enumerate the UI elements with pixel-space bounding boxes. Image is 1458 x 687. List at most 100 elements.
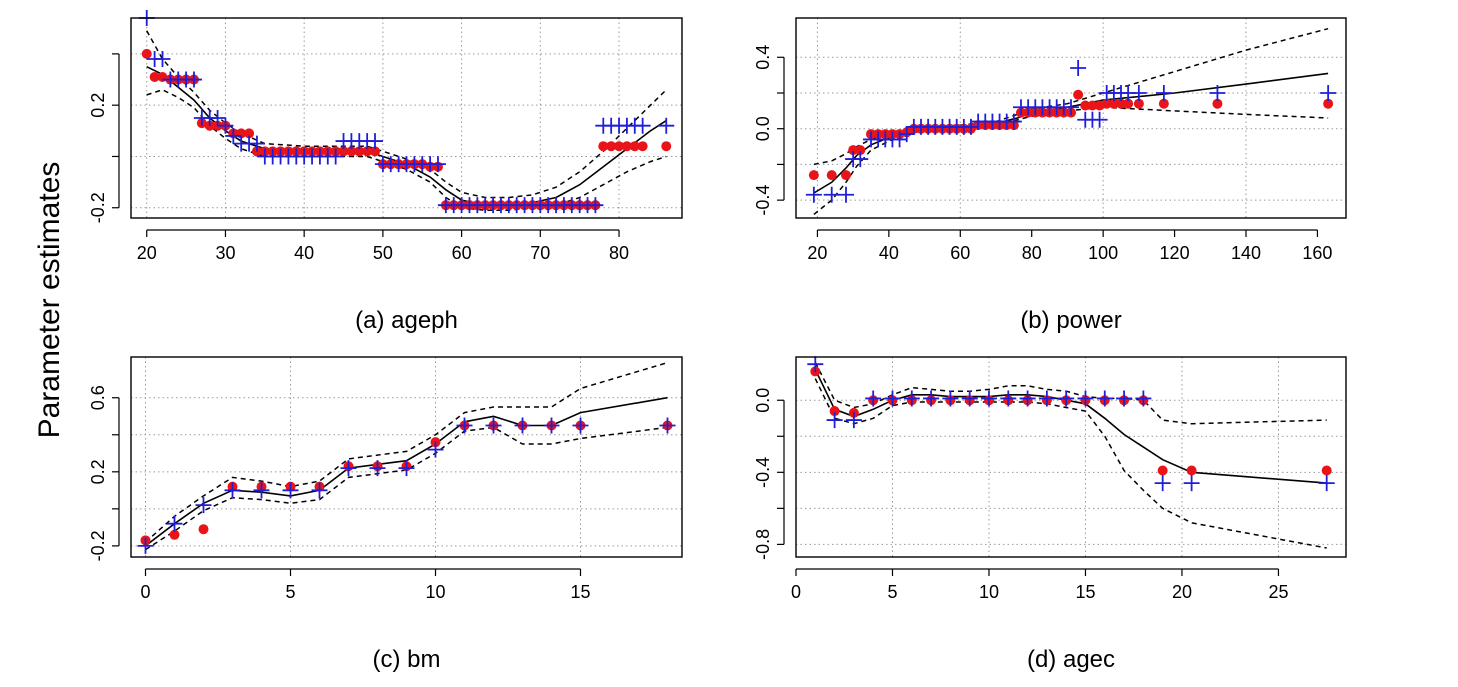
y-tick-label: -0.4 — [753, 457, 773, 488]
x-tick-label: 20 — [1172, 582, 1192, 602]
x-tick-label: 80 — [1022, 243, 1042, 263]
observed-point — [661, 141, 672, 152]
x-tick-label: 25 — [1268, 582, 1288, 602]
x-tick-label: 100 — [1088, 243, 1118, 263]
observed-point — [1116, 98, 1126, 109]
observed-point — [1212, 98, 1223, 109]
estimated-point — [367, 133, 384, 150]
observed-point — [1133, 98, 1144, 109]
observed-point — [198, 524, 209, 535]
estimated-point — [1000, 390, 1017, 407]
estimated-point — [225, 127, 242, 144]
x-tick-label: 10 — [979, 582, 999, 602]
x-tick-label: 70 — [530, 243, 550, 263]
x-tick-label: 60 — [452, 243, 472, 263]
estimated-point — [369, 460, 386, 477]
estimated-point — [852, 151, 869, 168]
estimated-point — [845, 412, 862, 429]
observed-point — [826, 170, 837, 181]
estimated-point — [398, 460, 415, 477]
observed-point — [362, 146, 373, 157]
lower-band-line — [145, 426, 668, 551]
estimated-point — [253, 482, 270, 499]
estimated-point — [572, 417, 589, 434]
lower-band-line — [813, 106, 1329, 215]
observed-point — [244, 128, 255, 139]
x-tick-label: 60 — [950, 243, 970, 263]
observed-point — [1186, 465, 1197, 476]
plot-frame — [130, 356, 683, 558]
x-tick-label: 15 — [1075, 582, 1095, 602]
estimated-point — [942, 390, 959, 407]
estimated-point — [217, 117, 234, 134]
observed-point — [1321, 465, 1332, 476]
y-axis-label-container: Parameter estimates — [0, 0, 100, 687]
y-tick-label: 0.2 — [88, 93, 108, 118]
observed-point — [629, 141, 640, 152]
upper-band-line — [814, 362, 1327, 425]
observed-point — [1158, 98, 1169, 109]
x-tick-label: 140 — [1231, 243, 1261, 263]
estimated-point — [1209, 85, 1226, 101]
estimated-point — [1318, 475, 1335, 492]
fit-line — [146, 65, 667, 206]
observed-point — [1108, 98, 1119, 109]
upper-band-line — [813, 27, 1329, 166]
observed-point — [338, 146, 349, 157]
estimated-point — [137, 537, 154, 554]
observed-point — [1087, 100, 1098, 111]
estimated-point — [485, 417, 502, 434]
estimated-point — [248, 135, 265, 152]
panel-title: (a) ageph — [355, 307, 458, 334]
estimated-point — [209, 110, 226, 126]
estimated-point — [1038, 390, 1055, 407]
y-tick-label: 0.0 — [753, 116, 773, 141]
estimated-point — [1183, 475, 1200, 492]
panel-b: 20 40 60 80 100 120 140 160 -0.4 0.0 0.4 (b) power — [753, 17, 1347, 334]
observed-point — [1123, 98, 1134, 109]
x-tick-label: 30 — [215, 243, 235, 263]
estimated-point — [1135, 390, 1152, 407]
observed-point — [598, 141, 609, 152]
observed-point — [149, 71, 160, 82]
y-tick-label: -0.2 — [88, 192, 108, 223]
upper-band-line — [146, 30, 667, 199]
estimated-point — [923, 390, 940, 407]
observed-point — [169, 529, 180, 540]
estimated-point — [340, 460, 357, 477]
x-tick-label: 5 — [887, 582, 897, 602]
estimated-point — [659, 417, 676, 434]
estimated-point — [1077, 390, 1094, 407]
panel-d: 0 5 10 15 20 25 -0.8 -0.4 0.0 (d) agec — [753, 356, 1347, 673]
estimated-point — [224, 482, 241, 499]
panel-a: 20 30 40 50 60 70 80 -0.2 0.2 (a) ageph — [88, 10, 683, 334]
estimated-point — [1130, 85, 1147, 101]
estimated-point — [154, 51, 171, 68]
estimated-point — [823, 186, 840, 203]
observed-point — [346, 146, 357, 157]
estimated-point — [898, 126, 915, 143]
y-tick-label: -0.2 — [88, 530, 108, 561]
observed-point — [141, 48, 152, 59]
plot-frame — [130, 17, 683, 219]
x-tick-label: 0 — [791, 582, 801, 602]
estimated-point — [1019, 390, 1036, 407]
observed-point — [1073, 89, 1084, 100]
observed-point — [1323, 98, 1334, 109]
x-tick-label: 50 — [373, 243, 393, 263]
x-tick-label: 0 — [140, 582, 150, 602]
observed-point — [1080, 100, 1091, 111]
estimated-point — [311, 482, 328, 499]
upper-band-line — [145, 361, 668, 543]
estimated-point — [658, 117, 675, 134]
estimated-point — [903, 390, 920, 407]
estimated-point — [587, 197, 604, 214]
estimated-point — [282, 482, 299, 499]
estimated-point — [1096, 390, 1113, 407]
estimated-point — [456, 417, 473, 434]
x-tick-label: 40 — [879, 243, 899, 263]
estimated-point — [1154, 475, 1171, 492]
estimated-point — [826, 412, 843, 429]
estimated-point — [429, 156, 446, 173]
y-tick-label: 0.4 — [753, 45, 773, 70]
